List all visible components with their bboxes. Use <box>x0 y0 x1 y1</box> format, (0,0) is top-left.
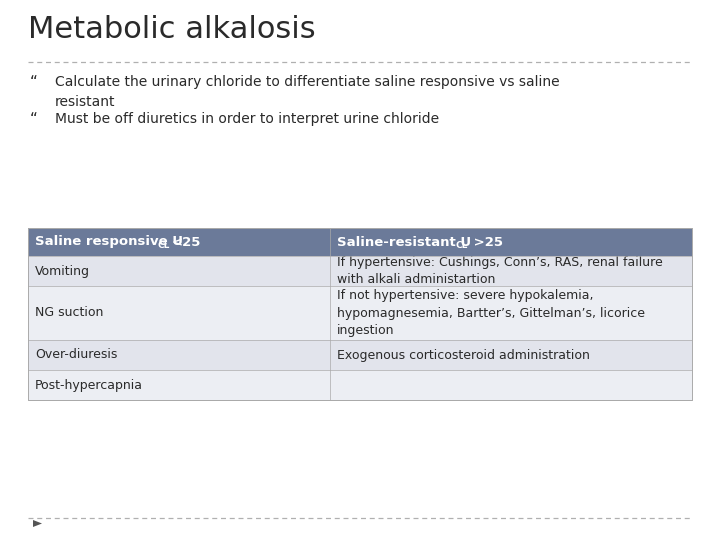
Text: >25: >25 <box>469 235 503 248</box>
Text: Exogenous corticosteroid administration: Exogenous corticosteroid administration <box>337 348 590 361</box>
Bar <box>28 340 330 370</box>
Bar <box>28 228 692 256</box>
Bar <box>28 286 330 340</box>
Text: NG suction: NG suction <box>35 307 104 320</box>
Bar <box>28 370 330 400</box>
Text: “: “ <box>30 112 38 127</box>
Text: Saline-resistant U: Saline-resistant U <box>337 235 471 248</box>
Text: Saline responsive U: Saline responsive U <box>35 235 183 248</box>
Bar <box>330 370 692 400</box>
Text: If not hypertensive: severe hypokalemia,
hypomagnesemia, Bartter’s, Gittelman’s,: If not hypertensive: severe hypokalemia,… <box>337 289 645 337</box>
Text: CL: CL <box>158 241 171 250</box>
Text: Metabolic alkalosis: Metabolic alkalosis <box>28 15 315 44</box>
Text: “: “ <box>30 75 38 90</box>
Bar <box>330 286 692 340</box>
Text: If hypertensive: Cushings, Conn’s, RAS, renal failure
with alkali administartion: If hypertensive: Cushings, Conn’s, RAS, … <box>337 256 662 286</box>
Text: <25: <25 <box>172 235 202 248</box>
Text: Must be off diuretics in order to interpret urine chloride: Must be off diuretics in order to interp… <box>55 112 439 126</box>
Text: Over-diuresis: Over-diuresis <box>35 348 117 361</box>
Bar <box>330 256 692 286</box>
Bar <box>28 256 330 286</box>
Polygon shape <box>33 520 42 527</box>
Text: Vomiting: Vomiting <box>35 265 90 278</box>
Text: CL: CL <box>455 241 467 250</box>
Bar <box>330 340 692 370</box>
Bar <box>28 228 692 400</box>
Text: Post-hypercapnia: Post-hypercapnia <box>35 379 143 392</box>
Text: Calculate the urinary chloride to differentiate saline responsive vs saline
resi: Calculate the urinary chloride to differ… <box>55 75 559 109</box>
